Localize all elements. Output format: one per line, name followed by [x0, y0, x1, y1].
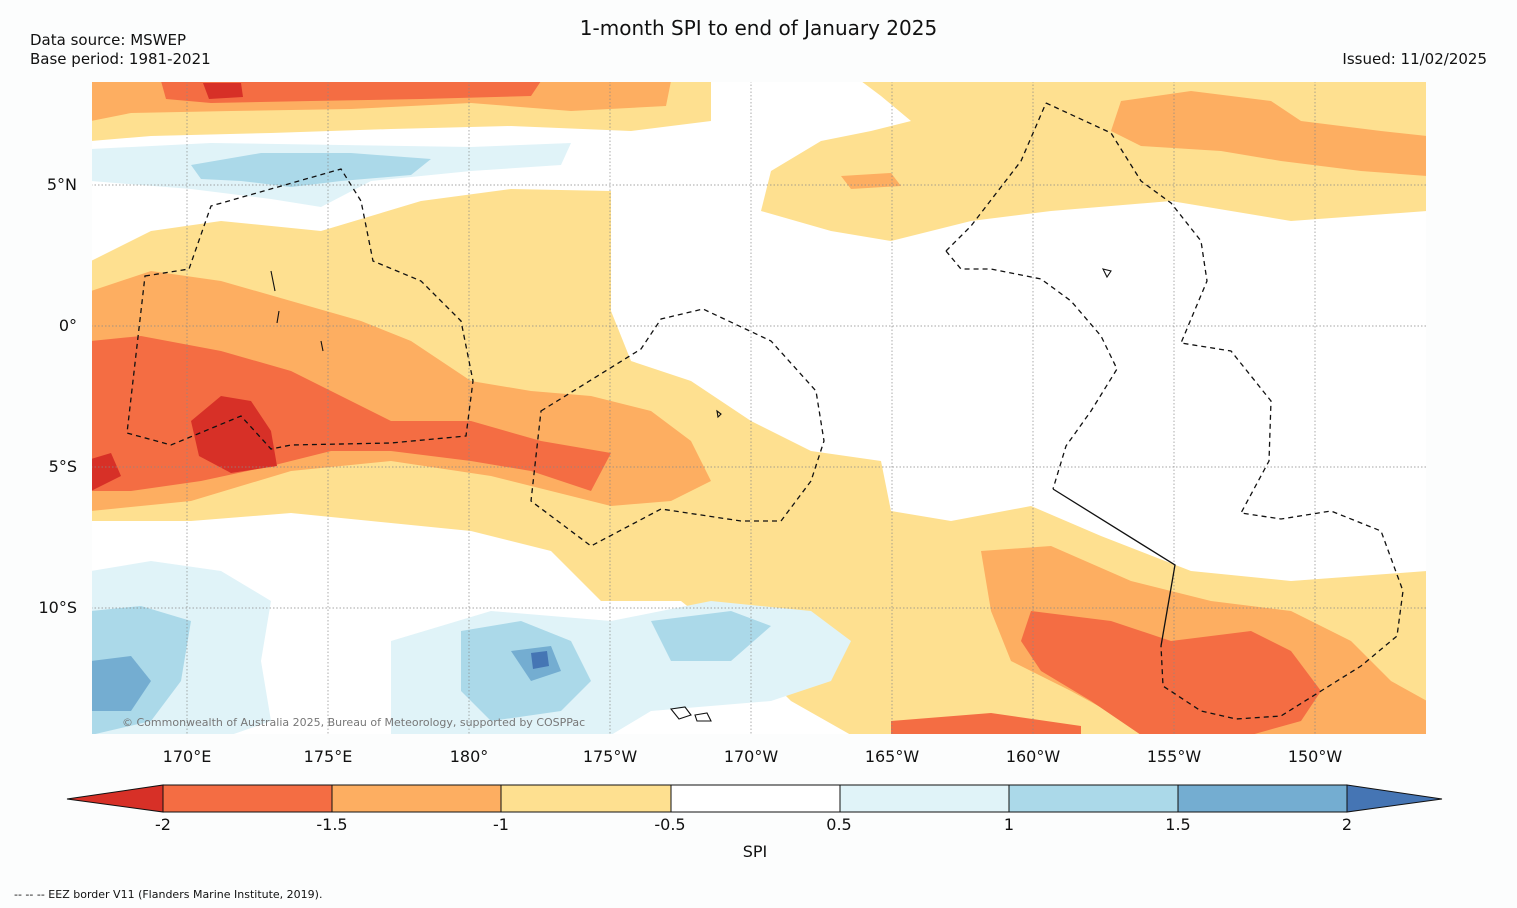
eez-border-solid	[1052, 488, 1176, 647]
lat-label-10s: 10°S	[38, 598, 77, 617]
colorbar-segment-1-to-1-5	[1008, 784, 1179, 813]
copyright-notice: © Commonwealth of Australia 2025, Bureau…	[122, 716, 586, 729]
samoa-island-outline	[669, 706, 712, 722]
island-outline-tarawa	[270, 270, 324, 352]
colorbar-segment-minus-1-5-to-minus-1	[331, 784, 502, 813]
colorbar-segment-1-5-to-2	[1177, 784, 1348, 813]
spi-region-extremely-wet-spot	[531, 651, 549, 669]
spi-region-extremely-dry-west	[91, 453, 121, 491]
colorbar-tick-minus-1: -1	[493, 815, 509, 834]
colorbar-segment-neutral	[670, 784, 841, 813]
island-outlines	[270, 268, 1112, 722]
eez-border-kiribati-phoenix	[530, 308, 825, 547]
spi-colorbar	[66, 784, 1443, 813]
graticule	[91, 81, 1427, 735]
lon-label-155w: 155°W	[1146, 747, 1202, 766]
colorbar-tick-1: 1	[1003, 815, 1015, 834]
lon-label-165w: 165°W	[864, 747, 920, 766]
lon-label-150w: 150°W	[1287, 747, 1343, 766]
spi-region-wetter-north	[191, 153, 431, 187]
island-outline-kiritimati	[1101, 268, 1112, 279]
spi-region-extremely-dry-north	[203, 83, 243, 99]
spi-region-moderately-dry-northeast	[1111, 91, 1427, 176]
colorbar-segment-minus-1-to-minus-0-5	[500, 784, 672, 813]
spi-map	[91, 81, 1427, 735]
lon-label-170e: 170°E	[162, 747, 212, 766]
spi-region-very-dry-southeast	[1021, 611, 1321, 735]
spi-region-wetter-south-east-central	[651, 611, 771, 661]
lat-label-0: 0°	[58, 316, 77, 335]
data-source-text: Data source: MSWEP	[30, 31, 187, 49]
lat-label-5n: 5°N	[46, 175, 77, 194]
colorbar-tick-1-5: 1.5	[1165, 815, 1191, 834]
spi-region-extremely-dry-central	[191, 396, 277, 473]
colorbar-tick-0-5: 0.5	[826, 815, 852, 834]
lon-label-175e: 175°E	[303, 747, 353, 766]
colorbar-segment-above-2	[1346, 784, 1443, 813]
colorbar-tick-2: 2	[1341, 815, 1353, 834]
base-period-text: Base period: 1981-2021	[30, 50, 211, 68]
spi-region-very-dry-northwest	[161, 81, 541, 103]
issued-date: Issued: 11/02/2025	[1342, 50, 1487, 68]
island-outline-tokelau	[716, 409, 722, 419]
colorbar-tick-minus-1-5: -1.5	[316, 815, 348, 834]
lon-label-175w: 175°W	[582, 747, 638, 766]
eez-border-kiribati-line	[945, 102, 1404, 720]
eez-borders	[126, 102, 1404, 720]
colorbar-tick-minus-2: -2	[155, 815, 171, 834]
map-title: 1-month SPI to end of January 2025	[579, 16, 938, 40]
lat-label-5s: 5°S	[48, 457, 77, 476]
colorbar-segment-minus-2-to-minus-1-5	[162, 784, 333, 813]
spi-region-very-dry-south	[891, 713, 1081, 735]
lon-label-180: 180°	[449, 747, 489, 766]
colorbar-tick-minus-0-5: -0.5	[654, 815, 686, 834]
map-frame	[91, 81, 1427, 735]
colorbar-segment-below-minus-2	[66, 784, 164, 813]
colorbar-segment-0-5-to-1	[839, 784, 1010, 813]
lon-label-160w: 160°W	[1005, 747, 1061, 766]
spi-region-very-wet-southwest	[91, 656, 151, 711]
eez-border-kiribati-gilbert	[126, 168, 474, 450]
lon-label-170w: 170°W	[723, 747, 779, 766]
colorbar-label: SPI	[742, 842, 768, 861]
eez-border-legend: -- -- -- EEZ border V11 (Flanders Marine…	[14, 888, 323, 901]
